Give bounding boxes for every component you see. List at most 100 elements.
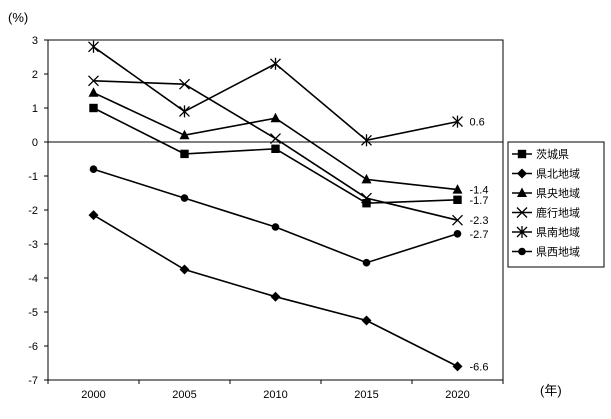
y-tick-label: -1 [28,171,38,183]
legend-marker-shape [517,187,527,197]
series-0-point-shape [180,149,189,159]
legend-entry: 県央地域 [536,187,580,200]
series-2-point [452,184,463,194]
data-label-end: -1.4 [470,185,489,197]
series-0-point [89,103,98,113]
series-3-point-shape [452,214,463,226]
x-tick-label: 2015 [354,389,378,401]
legend-marker-shape [518,247,526,256]
series-5-point [362,258,371,267]
series-4-point-shape [88,40,99,53]
y-tick-label: 1 [32,103,38,115]
legend-marker-shape [517,168,527,179]
series-1-point-shape [179,264,190,275]
series-3-point [88,75,99,87]
series-4-point-shape [452,115,463,128]
x-tick-label: 2000 [81,389,105,401]
legend-entry: 県西地域 [536,246,580,259]
series-3-point-shape [88,75,99,87]
data-label-end: -1.7 [470,195,489,207]
legend-marker [516,226,528,238]
series-2-point-shape [361,173,372,184]
y-tick-label: 0 [32,137,38,149]
x-unit-label: (年) [540,383,562,398]
series-1-point [361,315,372,326]
series-5-point-shape [271,223,280,231]
plot-frame [47,39,504,381]
series-1-point-shape [361,315,372,326]
series-2-point [270,112,281,123]
series-4-point-shape [270,57,281,70]
legend-marker-shape [516,226,528,238]
series-1-point-shape [88,210,99,221]
series-2-point-shape [270,112,281,123]
series-5-point-shape [362,258,371,267]
series-line-0 [93,107,458,205]
legend-entry: 茨城県 [536,147,569,161]
series-1-point [452,361,463,372]
legend-entry: 県北地域 [536,168,580,181]
series-5-point [89,165,98,173]
data-label-end: 0.6 [470,117,485,129]
data-label-end: -2.7 [470,229,489,241]
y-tick-label: 3 [32,35,38,47]
y-tick-label: -3 [28,239,38,251]
legend-entry: 県南地域 [536,226,580,239]
series-5-point [180,194,189,202]
y-tick-label: -5 [28,307,38,319]
series-5-point-shape [180,194,189,202]
series-3-point [179,78,190,90]
series-5-point [271,223,280,231]
y-tick-label: -6 [28,341,38,353]
x-tick-label: 2020 [445,389,469,401]
series-5-point [453,230,462,238]
legend-box [507,141,605,268]
series-2-point [88,87,99,97]
series-3-point-shape [361,192,372,204]
series-3-point-shape [179,78,190,90]
series-4-point [361,134,372,147]
series-4-point [179,105,190,118]
legend-marker [518,247,526,256]
x-tick-label: 2010 [263,389,287,401]
series-3-point [452,214,463,226]
y-unit-label: (%) [8,10,28,25]
series-2-point-shape [452,184,463,194]
legend-marker [516,207,528,218]
y-tick-label: -2 [28,205,38,217]
series-1-point [179,264,190,275]
legend-marker [517,187,527,197]
y-tick-label: 2 [32,69,38,81]
series-4-point [452,115,463,128]
y-tick-label: -7 [28,375,38,387]
series-2-point [179,129,190,140]
series-0-point [180,149,189,159]
series-0-point-shape [271,144,280,153]
y-tick-label: -4 [28,273,38,285]
series-0-point [271,144,280,153]
series-4-point-shape [179,105,190,118]
series-5-point-shape [89,165,98,173]
series-4-point [88,40,99,53]
series-0-point-shape [362,199,371,208]
series-1-point-shape [452,361,463,372]
series-2-point-shape [88,87,99,97]
series-5-point-shape [453,230,462,238]
series-3-point [361,192,372,204]
legend-marker [517,149,527,159]
series-1-point [88,210,99,221]
series-2-point-shape [179,129,190,140]
series-1-point [270,291,281,302]
x-tick-label: 2005 [172,389,196,401]
legend-entry: 鹿行地域 [536,206,580,220]
series-1-point-shape [270,291,281,302]
series-0-point-shape [89,103,98,113]
series-3-point-shape [270,133,281,145]
series-3-point [270,133,281,145]
series-4-point [270,57,281,70]
series-0-point-shape [453,195,462,204]
legend-marker [517,168,527,179]
series-line-2 [93,91,458,191]
